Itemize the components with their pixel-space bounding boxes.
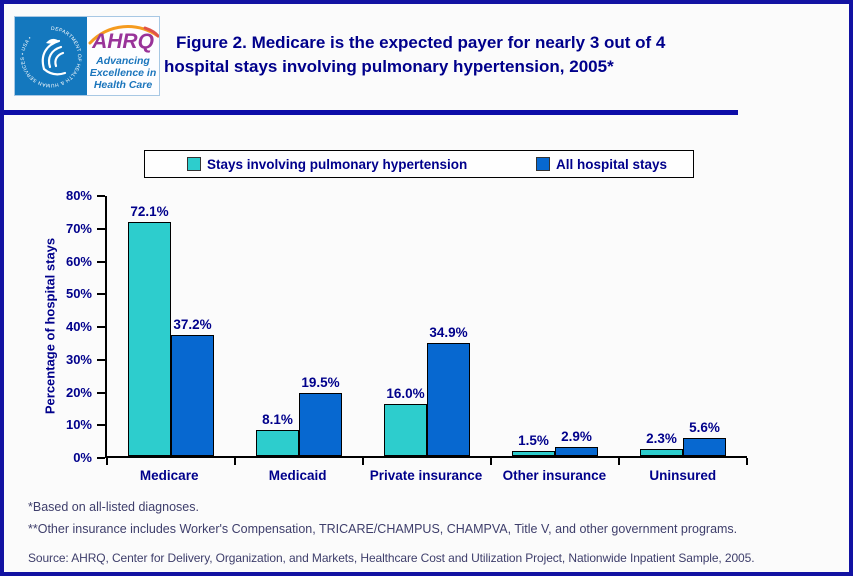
bar-series2 [683, 437, 726, 456]
x-axis-labels: Medicare Medicaid Private insurance Other i… [105, 468, 747, 483]
x-tick-mark [362, 458, 364, 465]
legend-item-series2: All hospital stays [535, 156, 667, 172]
bar-value-label: 2.3% [646, 430, 677, 446]
x-tick-mark [234, 458, 236, 465]
x-tick-mark [106, 458, 108, 465]
bar-group: 16.0% 34.9% [363, 196, 491, 456]
bar-series2 [555, 446, 598, 456]
bar-wrap: 2.3% [640, 196, 683, 456]
footnote-2: **Other insurance includes Worker's Comp… [28, 522, 738, 536]
x-tick-mark [746, 458, 748, 465]
y-tick-mark [97, 424, 105, 427]
y-tick-mark [97, 227, 105, 230]
chart-legend: Stays involving pulmonary hypertension A… [144, 150, 694, 178]
x-axis-label: Uninsured [649, 468, 717, 483]
x-axis-label: Other insurance [502, 468, 607, 483]
ahrq-brand-panel: AHRQ Advancing Excellence in Health Care [87, 17, 159, 95]
bar-value-label: 2.9% [561, 428, 592, 444]
bar-wrap: 1.5% [512, 196, 555, 456]
bar-value-label: 8.1% [262, 411, 293, 427]
bar-series1 [640, 448, 683, 456]
bar-series2 [427, 342, 470, 456]
y-tick-label: 70% [65, 220, 92, 236]
ahrq-tagline: Advancing Excellence in Health Care [87, 55, 159, 91]
bar-group: 8.1% 19.5% [235, 196, 363, 456]
y-tick-mark [97, 457, 105, 459]
y-tick-label: 60% [65, 253, 92, 269]
bar-series1 [128, 221, 171, 456]
bar-value-label: 34.9% [429, 324, 468, 340]
bar-group: 72.1% 37.2% [107, 196, 235, 456]
legend-label-series2: All hospital stays [555, 156, 667, 172]
x-axis-label: Private insurance [369, 468, 483, 483]
x-axis-label: Medicare [139, 468, 199, 483]
bar-wrap: 34.9% [427, 196, 470, 456]
figure-title-line2: hospital stays involving pulmonary hyper… [164, 57, 614, 76]
plot-area: 72.1% 37.2% 8.1% 19.5% 16.0% 34.9% 1.5% 2.9% 2.3… [105, 196, 748, 465]
ahrq-logo: DEPARTMENT OF HEALTH & HUMAN SERVICES • … [14, 16, 160, 96]
y-axis-tick-marks [97, 195, 105, 459]
plot-groups: 72.1% 37.2% 8.1% 19.5% 16.0% 34.9% 1.5% 2.9% 2.3… [107, 196, 747, 456]
tagline-line: Health Care [93, 79, 153, 91]
bar-wrap: 72.1% [128, 196, 171, 456]
legend-item-series1: Stays involving pulmonary hypertension [187, 157, 467, 172]
y-tick-label: 40% [65, 319, 92, 334]
y-tick-label: 10% [65, 417, 92, 433]
tagline-line: Excellence in [89, 67, 157, 79]
hhs-eagle-icon: DEPARTMENT OF HEALTH & HUMAN SERVICES • … [20, 26, 82, 88]
y-tick-mark [97, 358, 105, 361]
y-tick-mark [97, 260, 105, 263]
x-axis-label: Medicaid [268, 468, 327, 483]
bar-value-label: 5.6% [689, 419, 720, 435]
legend-label-series1: Stays involving pulmonary hypertension [207, 156, 468, 172]
series1-swatch-icon [187, 157, 201, 171]
bar-series2 [171, 335, 214, 456]
bar-wrap: 8.1% [256, 196, 299, 456]
x-axis-tick-marks [106, 456, 748, 465]
y-tick-mark [97, 391, 105, 394]
y-tick-label: 50% [65, 286, 92, 302]
bar-value-label: 37.2% [173, 317, 212, 333]
ahrq-wordmark: AHRQ [92, 30, 154, 53]
bar-series2 [299, 392, 342, 456]
bar-wrap: 16.0% [384, 196, 427, 456]
x-tick-mark [490, 458, 492, 465]
figure-title-line1: Figure 2. Medicare is the expected payer… [176, 33, 666, 52]
ahrq-arc-icon [88, 25, 159, 45]
y-tick-label: 20% [65, 384, 92, 400]
bar-wrap: 2.9% [555, 196, 598, 456]
bar-series1 [256, 429, 299, 456]
bar-value-label: 16.0% [386, 386, 425, 401]
bar-group: 2.3% 5.6% [619, 196, 747, 456]
svg-text:DEPARTMENT OF HEALTH & HUMAN S: DEPARTMENT OF HEALTH & HUMAN SERVICES • … [20, 26, 82, 88]
hhs-seal: DEPARTMENT OF HEALTH & HUMAN SERVICES • … [15, 17, 87, 95]
header-divider [4, 110, 738, 115]
source-note: Source: AHRQ, Center for Delivery, Organ… [28, 551, 755, 565]
bar-wrap: 5.6% [683, 196, 726, 456]
series2-swatch-icon [535, 157, 550, 171]
bar-value-label: 19.5% [301, 374, 340, 390]
tagline-line: Advancing [96, 55, 150, 67]
y-tick-label: 0% [73, 450, 92, 465]
bar-wrap: 37.2% [171, 196, 214, 456]
bar-series1 [384, 404, 427, 456]
footnote-1: *Based on all-listed diagnoses. [28, 500, 199, 514]
bar-value-label: 1.5% [518, 433, 549, 449]
bar-series1 [512, 451, 555, 456]
y-tick-mark [97, 326, 105, 328]
x-tick-mark [618, 458, 620, 465]
y-tick-mark [97, 195, 105, 197]
figure-title: Figure 2. Medicare is the expected payer… [164, 31, 764, 79]
y-tick-mark [97, 293, 105, 296]
bar-wrap: 19.5% [299, 196, 342, 456]
y-tick-label: 30% [65, 351, 92, 367]
bar-value-label: 72.1% [130, 203, 169, 219]
y-axis-labels: 0% 10% 20% 30% 40% 50% 60% 70% 80% [40, 188, 96, 465]
bar-group: 1.5% 2.9% [491, 196, 619, 456]
y-tick-label: 80% [65, 188, 92, 203]
